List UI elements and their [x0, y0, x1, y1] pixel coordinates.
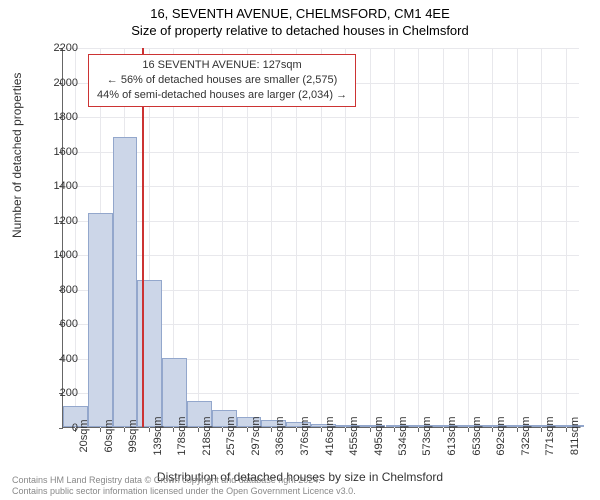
ytick-label: 200 — [38, 387, 78, 399]
xtick-mark — [321, 428, 322, 432]
xtick-mark — [173, 428, 174, 432]
xtick-mark — [296, 428, 297, 432]
gridline-v — [370, 48, 371, 428]
xtick-label: 573sqm — [421, 416, 433, 455]
xtick-mark — [517, 428, 518, 432]
xtick-mark — [418, 428, 419, 432]
xtick-mark — [271, 428, 272, 432]
ytick-label: 800 — [38, 284, 78, 296]
xtick-label: 297sqm — [250, 416, 262, 455]
xtick-label: 60sqm — [103, 419, 115, 452]
xtick-label: 495sqm — [373, 416, 385, 455]
ytick-label: 600 — [38, 318, 78, 330]
xtick-label: 534sqm — [397, 416, 409, 455]
footer-attribution: Contains HM Land Registry data © Crown c… — [12, 475, 356, 498]
ytick-label: 0 — [38, 422, 78, 434]
ytick-label: 1000 — [38, 249, 78, 261]
footer-line1: Contains HM Land Registry data © Crown c… — [12, 475, 356, 487]
xtick-label: 99sqm — [127, 419, 139, 452]
xtick-label: 771sqm — [544, 416, 556, 455]
xtick-mark — [370, 428, 371, 432]
xtick-mark — [149, 428, 150, 432]
xtick-label: 811sqm — [569, 417, 581, 455]
xtick-mark — [492, 428, 493, 432]
xtick-label: 139sqm — [152, 416, 164, 455]
xtick-mark — [247, 428, 248, 432]
xtick-mark — [222, 428, 223, 432]
xtick-label: 653sqm — [471, 416, 483, 455]
xtick-mark — [198, 428, 199, 432]
xtick-label: 257sqm — [225, 416, 237, 455]
xtick-label: 455sqm — [348, 416, 360, 455]
xtick-mark — [566, 428, 567, 432]
callout-line1: 16 SEVENTH AVENUE: 127sqm — [97, 58, 347, 73]
xtick-mark — [541, 428, 542, 432]
xtick-mark — [394, 428, 395, 432]
gridline-v — [566, 48, 567, 428]
xtick-label: 376sqm — [299, 416, 311, 455]
gridline-v — [541, 48, 542, 428]
xtick-mark — [124, 428, 125, 432]
xtick-label: 613sqm — [446, 416, 458, 455]
marker-callout: 16 SEVENTH AVENUE: 127sqm ← 56% of detac… — [88, 54, 356, 107]
xtick-mark — [100, 428, 101, 432]
footer-line2: Contains public sector information licen… — [12, 486, 356, 498]
callout-line2: ← 56% of detached houses are smaller (2,… — [97, 73, 347, 88]
ytick-label: 1200 — [38, 215, 78, 227]
page-title-sub: Size of property relative to detached ho… — [0, 23, 600, 38]
ytick-label: 2000 — [38, 77, 78, 89]
xtick-label: 20sqm — [78, 419, 90, 452]
xtick-label: 178sqm — [176, 416, 188, 455]
ytick-label: 1800 — [38, 111, 78, 123]
callout-line3: 44% of semi-detached houses are larger (… — [97, 88, 347, 103]
histogram-bar — [113, 137, 138, 427]
gridline-v — [517, 48, 518, 428]
gridline-v — [75, 48, 76, 428]
xtick-mark — [468, 428, 469, 432]
page-title-main: 16, SEVENTH AVENUE, CHELMSFORD, CM1 4EE — [0, 6, 600, 21]
gridline-v — [468, 48, 469, 428]
xtick-label: 732sqm — [520, 416, 532, 455]
y-axis-label: Number of detached properties — [10, 73, 24, 238]
xtick-label: 692sqm — [495, 416, 507, 455]
ytick-label: 1400 — [38, 180, 78, 192]
ytick-label: 1600 — [38, 146, 78, 158]
xtick-label: 416sqm — [324, 416, 336, 455]
gridline-v — [418, 48, 419, 428]
ytick-label: 400 — [38, 353, 78, 365]
xtick-label: 218sqm — [201, 416, 213, 455]
xtick-mark — [345, 428, 346, 432]
gridline-v — [443, 48, 444, 428]
ytick-label: 2200 — [38, 42, 78, 54]
xtick-mark — [443, 428, 444, 432]
xtick-label: 336sqm — [274, 416, 286, 455]
gridline-v — [492, 48, 493, 428]
gridline-v — [394, 48, 395, 428]
histogram-bar — [88, 213, 113, 427]
